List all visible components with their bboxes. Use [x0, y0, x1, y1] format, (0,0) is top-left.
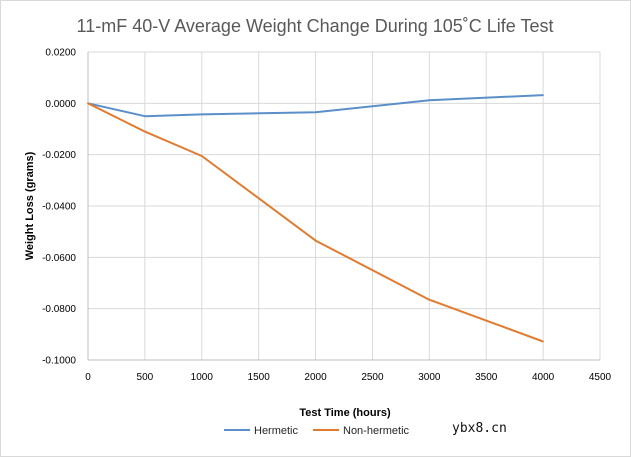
data-point	[144, 130, 146, 133]
x-tick-label: 1000	[191, 372, 214, 383]
series-lines	[87, 94, 544, 343]
y-tick-label: -0.0600	[42, 253, 76, 264]
x-tick-label: 3500	[475, 372, 498, 383]
y-tick-label: -0.1000	[42, 356, 76, 367]
y-tick-label: -0.0800	[42, 304, 76, 315]
x-tick-label: 4000	[532, 372, 555, 383]
data-point	[314, 111, 317, 114]
data-point	[428, 99, 431, 102]
x-tick-label: 3000	[418, 372, 441, 383]
x-tick-label: 0	[85, 372, 91, 383]
data-point	[314, 239, 317, 242]
y-tick-label: 0.0200	[45, 48, 76, 59]
x-tick-label: 2500	[361, 372, 384, 383]
data-point	[200, 155, 203, 157]
data-point	[428, 298, 431, 301]
data-point	[144, 115, 146, 117]
grid	[88, 51, 601, 361]
series-line-hermetic	[87, 94, 544, 118]
data-point	[200, 113, 203, 116]
y-tick-label: -0.0400	[42, 202, 76, 213]
data-point	[542, 340, 544, 343]
legend: Hermetic Non-hermetic	[224, 425, 410, 437]
x-tick-label: 500	[137, 372, 154, 383]
x-tick-label: 1500	[248, 372, 271, 383]
y-tick-label: -0.0200	[42, 150, 76, 161]
x-axis-ticks: 0 500 1000 1500 2000 2500 3000 3500 4000 4500	[85, 372, 611, 383]
data-point	[542, 94, 544, 96]
y-tick-label: 0.0000	[45, 99, 76, 110]
chart-title: 11-mF 40-V Average Weight Change During …	[77, 16, 554, 36]
x-axis-title: Test Time (hours)	[299, 407, 391, 419]
x-tick-label: 4500	[589, 372, 612, 383]
data-point	[87, 102, 89, 105]
series-line-non-hermetic	[87, 102, 544, 343]
y-axis-ticks: 0.0200 0.0000 -0.0200 -0.0400 -0.0600 -0.0800…	[42, 48, 76, 367]
x-tick-label: 2000	[304, 372, 327, 383]
y-axis-title: Weight Loss (grams)	[24, 151, 36, 260]
legend-label: Non-hermetic	[343, 425, 410, 437]
legend-label: Hermetic	[254, 425, 299, 437]
watermark: ybx8.cn	[452, 421, 507, 436]
